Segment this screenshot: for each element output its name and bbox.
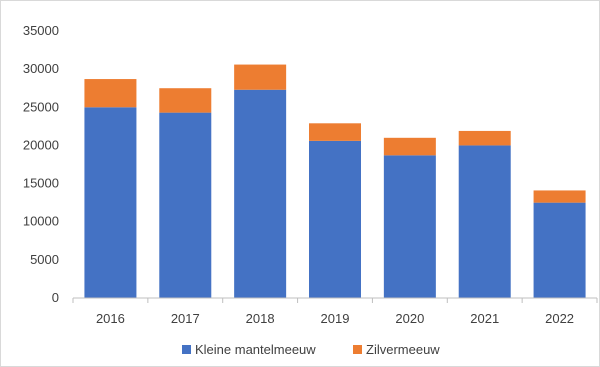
legend: Kleine mantelmeeuw Zilvermeeuw [182,342,440,357]
x-tick-label-2022: 2022 [545,311,574,326]
bar-zilvermeeuw-2022 [533,190,586,203]
y-tick-label: 10000 [23,214,59,229]
bar-kleine-mantelmeeuw-2021 [458,145,511,298]
legend-swatch-kleine-mantelmeeuw [182,345,191,354]
y-tick-label: 35000 [23,23,59,38]
x-tick-label-2021: 2021 [470,311,499,326]
bar-zilvermeeuw-2018 [234,64,287,90]
legend-label-zilvermeeuw: Zilvermeeuw [366,342,440,357]
bars [84,64,586,299]
bar-kleine-mantelmeeuw-2022 [533,202,586,298]
y-axis-tick-labels: 0 5000 10000 15000 20000 25000 30000 35000 [23,23,59,305]
bar-kleine-mantelmeeuw-2018 [234,89,287,299]
legend-swatch-zilvermeeuw [353,345,362,354]
y-tick-label: 20000 [23,137,59,152]
x-tick-label-2019: 2019 [321,311,350,326]
x-axis: 2016 2017 2018 2019 2020 2021 2022 [72,297,598,326]
x-tick-label-2017: 2017 [171,311,200,326]
bar-kleine-mantelmeeuw-2020 [383,155,436,298]
bar-kleine-mantelmeeuw-2019 [309,140,361,298]
legend-label-kleine-mantelmeeuw: Kleine mantelmeeuw [195,342,316,357]
y-tick-label: 15000 [23,176,59,191]
x-tick-label-2020: 2020 [395,311,424,326]
bar-zilvermeeuw-2019 [309,123,361,141]
x-tick-label-2016: 2016 [96,311,125,326]
y-tick-label: 25000 [23,99,59,114]
bar-zilvermeeuw-2021 [458,130,511,146]
bar-kleine-mantelmeeuw-2017 [159,112,212,298]
y-tick-label: 5000 [30,252,59,267]
y-tick-label: 0 [52,290,59,305]
bar-zilvermeeuw-2017 [159,88,212,113]
bar-kleine-mantelmeeuw-2016 [84,107,137,299]
bar-zilvermeeuw-2020 [383,137,436,156]
y-tick-label: 30000 [23,61,59,76]
x-tick-label-2018: 2018 [246,311,275,326]
bar-zilvermeeuw-2016 [84,79,137,108]
